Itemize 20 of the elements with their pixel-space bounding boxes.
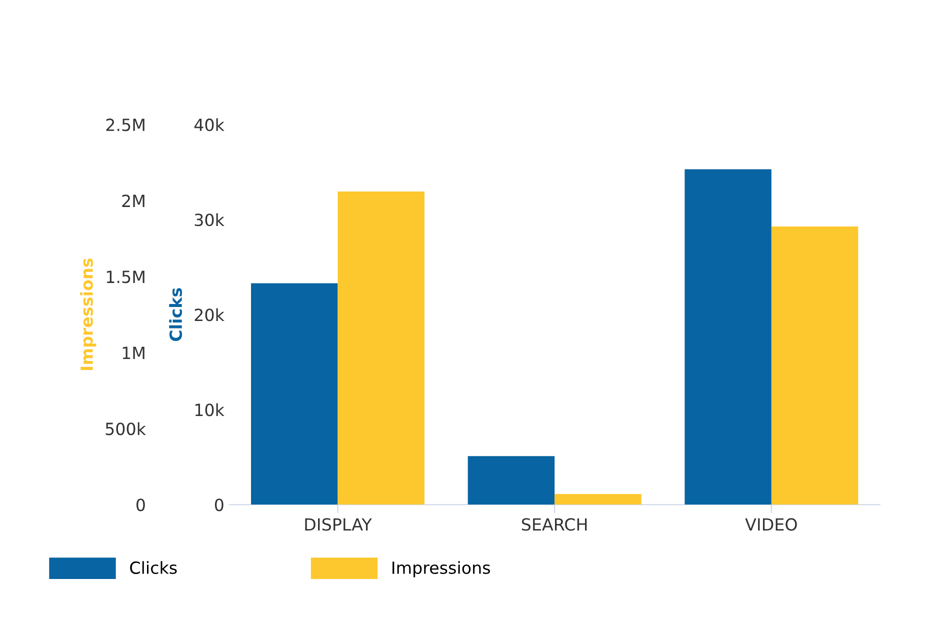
- x-tick-label: SEARCH: [522, 518, 587, 531]
- y-tick-label: 20k: [194, 308, 224, 322]
- y2-tick-label: 500k: [106, 422, 146, 436]
- x-tick-label: DISPLAY: [305, 518, 372, 531]
- y-axis-title: Clicks: [169, 288, 182, 342]
- bar: [468, 456, 555, 505]
- y2-tick-label: 1.5M: [106, 270, 144, 284]
- y-tick-label: 30k: [194, 213, 224, 226]
- legend-label: Impressions: [392, 561, 490, 578]
- bar: [554, 494, 642, 505]
- y-tick-label: 10k: [195, 403, 224, 416]
- y2-tick-label: 1M: [122, 346, 144, 359]
- y-tick-label: 40k: [194, 118, 224, 132]
- y2-tick-label: 2M: [122, 194, 144, 207]
- x-tick-label: VIDEO: [745, 518, 797, 531]
- legend-label: Clicks: [130, 561, 177, 574]
- y2-axis-title: Impressions: [80, 258, 96, 370]
- y2-tick-label: 2.5M: [106, 118, 144, 132]
- y-tick-label: 0: [214, 498, 224, 512]
- y2-tick-label: 0: [136, 498, 145, 512]
